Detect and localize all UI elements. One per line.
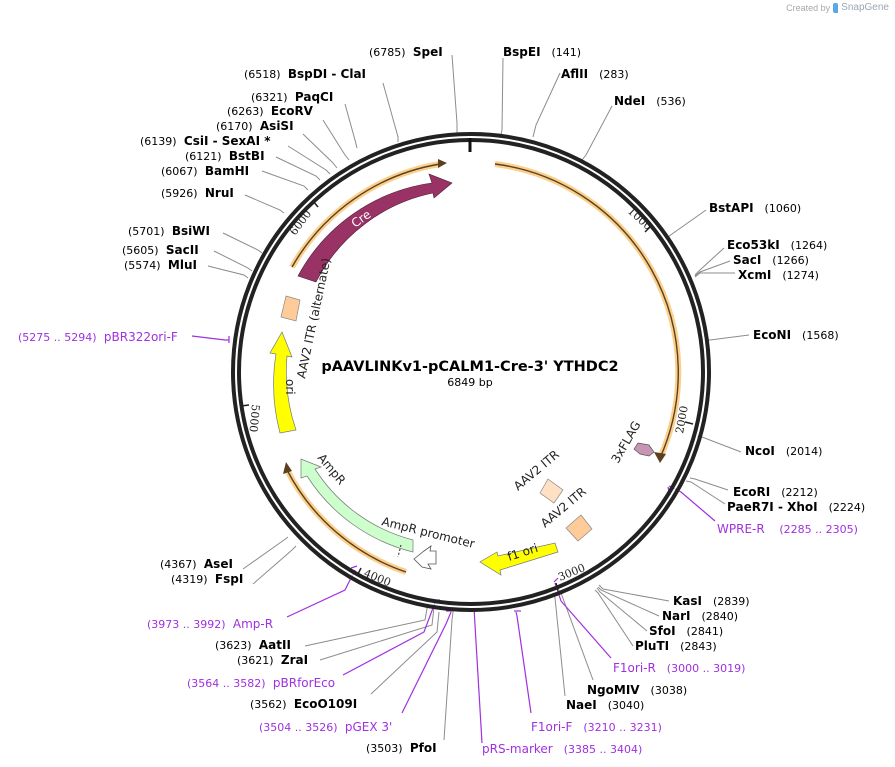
feature-f1-ori[interactable] [479, 542, 559, 576]
enzyme-label[interactable]: (6518) BspDI - ClaI [244, 67, 367, 81]
primer-label[interactable]: pRS-marker (3385 .. 3404) [482, 742, 643, 756]
watermark-brand: SnapGene [841, 2, 889, 13]
feature-label-ori: ori [283, 379, 297, 395]
snapgene-watermark: Created by SnapGene [786, 2, 889, 13]
enzyme-label[interactable]: PaeR7I - XhoI (2224) [727, 500, 866, 514]
enzyme-label[interactable]: EcoNI (1568) [753, 328, 839, 342]
enzyme-label[interactable]: NarI (2840) [662, 609, 739, 623]
svg-text:1000: 1000 [625, 205, 655, 233]
enzyme-label[interactable]: (3503) PfoI [366, 741, 437, 755]
enzyme-label[interactable]: (5574) MluI [124, 258, 197, 272]
enzyme-leader-lines [207, 54, 750, 741]
feature-cre[interactable] [297, 173, 453, 283]
primer-label[interactable]: (5275 .. 5294) pBR322ori-F [18, 330, 178, 344]
enzyme-label[interactable]: (5605) SacII [122, 243, 199, 257]
feature-ampr[interactable] [300, 458, 414, 553]
feature-aav2-itr-2[interactable] [565, 514, 593, 542]
snapgene-logo-icon [833, 2, 839, 13]
enzyme-label[interactable]: (3623) AatII [215, 638, 291, 652]
svg-text:5000: 5000 [247, 404, 262, 433]
primer-label[interactable]: (3973 .. 3992) Amp-R [147, 617, 274, 631]
plasmid-length: 6849 bp [447, 376, 493, 389]
enzyme-label[interactable]: (6321) PaqCI [251, 90, 334, 104]
enzyme-label[interactable]: Eco53kI (1264) [727, 238, 828, 252]
feature-3xflag[interactable] [633, 442, 655, 457]
feature-aav2-itr-alternate[interactable] [280, 295, 301, 322]
enzyme-label[interactable]: SacI (1266) [733, 253, 809, 267]
enzyme-label[interactable]: SfoI (2841) [649, 624, 724, 638]
primer-label[interactable]: (3564 .. 3582) pBRforEco [187, 676, 336, 690]
enzyme-label[interactable]: (5926) NruI [161, 186, 234, 200]
enzyme-label[interactable]: NaeI (3040) [566, 698, 645, 712]
enzyme-label[interactable]: (6170) AsiSI [216, 119, 294, 133]
enzyme-label[interactable]: (4367) AseI [160, 557, 233, 571]
primer-label[interactable]: F1ori-R (3000 .. 3019) [613, 661, 746, 675]
enzyme-label[interactable]: NdeI (536) [614, 94, 686, 108]
enzyme-label[interactable]: (6067) BamHI [161, 164, 250, 178]
bp-ticks [240, 200, 694, 592]
enzyme-label[interactable]: NgoMIV (3038) [587, 683, 688, 697]
enzyme-label[interactable]: NcoI (2014) [745, 444, 823, 458]
plasmid-name: pAAVLINKv1-pCALM1-Cre-3' YTHDC2 [321, 359, 619, 375]
primer-label[interactable]: WPRE-R (2285 .. 2305) [717, 522, 858, 536]
orf-arcs [283, 159, 682, 575]
enzyme-label[interactable]: PluTI (2843) [635, 639, 717, 653]
enzyme-label[interactable]: (3621) ZraI [237, 653, 309, 667]
enzyme-label[interactable]: AflII (283) [561, 67, 629, 81]
enzyme-label[interactable]: (6263) EcoRV [227, 104, 313, 118]
enzyme-label[interactable]: (4319) FspI [171, 572, 244, 586]
backbone-gap [235, 136, 707, 608]
feature-label-3xflag: 3xFLAG [608, 419, 643, 466]
enzyme-label[interactable]: XcmI (1274) [738, 268, 819, 282]
enzyme-label[interactable]: EcoRI (2212) [733, 485, 818, 499]
enzyme-label[interactable]: (6139) CsiI - SexAI * [140, 134, 271, 148]
enzyme-label[interactable]: (5701) BsiWI [128, 224, 210, 238]
enzyme-label[interactable]: KasI (2839) [673, 594, 750, 608]
enzyme-label[interactable]: BspEI (141) [503, 45, 582, 59]
feature-ori[interactable] [269, 331, 297, 434]
watermark-prefix: Created by [786, 2, 831, 13]
primer-label[interactable]: (3504 .. 3526) pGEX 3' [259, 720, 393, 734]
primer-label[interactable]: F1ori-F (3210 .. 3231) [531, 720, 662, 734]
feature-aav2-itr-1[interactable] [539, 478, 564, 504]
enzyme-label[interactable]: (3562) EcoO109I [250, 697, 358, 711]
enzyme-label[interactable]: (6121) BstBI [185, 149, 265, 163]
enzyme-label[interactable]: (6785) SpeI [369, 45, 443, 59]
feature-ampr-promoter[interactable] [413, 545, 437, 570]
backbone-outer-strand [231, 132, 711, 612]
enzyme-label[interactable]: BstAPI (1060) [709, 201, 802, 215]
